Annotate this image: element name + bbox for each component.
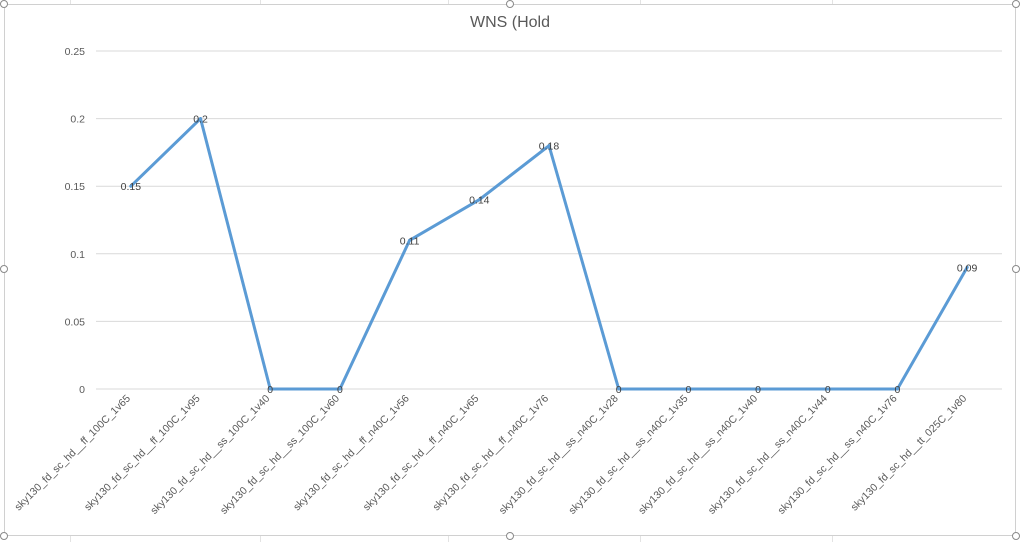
chart-title[interactable]: WNS (Hold [469, 14, 550, 31]
data-point [617, 387, 621, 391]
data-point [686, 387, 690, 391]
data-point [895, 387, 899, 391]
x-category-label: sky130_fd_sc_hd__ss_100C_1v60 [218, 393, 342, 517]
data-label: 0 [895, 384, 901, 396]
y-tick-label: 0.2 [70, 114, 85, 126]
x-category-label: sky130_fd_sc_hd__ss_n40C_1v76 [776, 393, 900, 517]
resize-handle-bottom-left[interactable] [0, 532, 8, 540]
x-category-label: sky130_fd_sc_hd__tt_025C_1v80 [849, 393, 970, 514]
data-point [199, 117, 203, 121]
data-point [965, 265, 969, 269]
data-label: 0 [337, 384, 343, 396]
x-category-label: sky130_fd_sc_hd__ss_n40C_1v44 [706, 393, 830, 517]
x-category-label: sky130_fd_sc_hd__ff_100C_1v65 [12, 393, 133, 514]
data-point [338, 387, 342, 391]
data-label: 0.15 [121, 181, 142, 193]
data-point [408, 238, 412, 242]
resize-handle-bottom-right[interactable] [1012, 532, 1020, 540]
resize-handle-top[interactable] [506, 0, 514, 8]
y-tick-label: 0.05 [65, 316, 86, 328]
data-label: 0.09 [957, 262, 978, 274]
data-point [826, 387, 830, 391]
chart-area[interactable] [4, 4, 1016, 536]
data-label: 0 [755, 384, 761, 396]
x-category-label: sky130_fd_sc_hd__ss_n40C_1v28 [497, 393, 621, 517]
x-category-label: sky130_fd_sc_hd__ff_n40C_1v56 [291, 393, 412, 514]
x-category-label: sky130_fd_sc_hd__ff_n40C_1v65 [361, 393, 482, 514]
data-point [268, 387, 272, 391]
resize-handle-left[interactable] [0, 265, 8, 273]
resize-handle-top-left[interactable] [0, 0, 8, 8]
data-label: 0 [267, 384, 273, 396]
data-point [756, 387, 760, 391]
data-label: 0 [685, 384, 691, 396]
x-category-label: sky130_fd_sc_hd__ss_n40C_1v35 [566, 393, 690, 517]
data-point [547, 144, 551, 148]
y-tick-label: 0.1 [70, 249, 85, 261]
x-category-label: sky130_fd_sc_hd__ss_100C_1v40 [148, 393, 272, 517]
x-category-label: sky130_fd_sc_hd__ff_n40C_1v76 [430, 393, 551, 514]
resize-handle-top-right[interactable] [1012, 0, 1020, 8]
data-label: 0.2 [193, 114, 208, 126]
data-point [477, 198, 481, 202]
data-point [129, 184, 133, 188]
y-tick-label: 0.25 [65, 46, 86, 58]
resize-handle-right[interactable] [1012, 265, 1020, 273]
y-tick-label: 0.15 [65, 181, 86, 193]
data-label: 0.18 [539, 141, 560, 153]
data-label: 0.11 [400, 235, 420, 247]
x-category-label: sky130_fd_sc_hd__ss_n40C_1v40 [636, 393, 760, 517]
resize-handle-bottom[interactable] [506, 532, 514, 540]
data-label: 0 [616, 384, 622, 396]
x-category-label: sky130_fd_sc_hd__ff_100C_1v95 [82, 393, 203, 514]
y-tick-label: 0 [79, 384, 85, 396]
data-label: 0.14 [469, 195, 490, 207]
data-label: 0 [825, 384, 831, 396]
